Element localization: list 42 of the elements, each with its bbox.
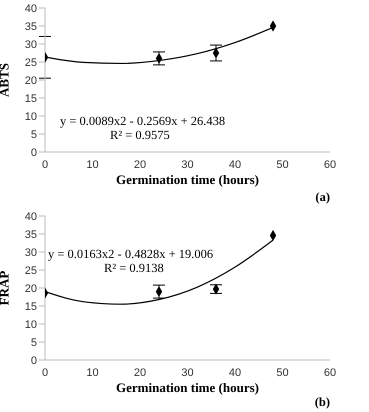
y-tick-label: 5 [30, 336, 37, 349]
y-tick-label: 35 [24, 228, 37, 241]
y-tick-label: 40 [24, 210, 37, 223]
y-tick-label: 15 [24, 92, 37, 105]
y-tick-label: 10 [24, 110, 37, 123]
y-tick-label: 40 [24, 2, 37, 15]
x-tick-label: 50 [276, 366, 289, 379]
y-tick-label: 30 [24, 38, 37, 51]
annotation: y = 0.0089x2 - 0.2569x + 26.438 [60, 114, 226, 129]
x-tick-label: 60 [324, 366, 336, 379]
x-tick-label: 20 [134, 366, 146, 379]
x-tick-label: 40 [228, 158, 242, 171]
y-tick-label: 5 [30, 128, 37, 141]
y-tick-label: 30 [24, 246, 37, 259]
y-tick-label: 25 [24, 56, 37, 69]
text: (a) [315, 190, 330, 205]
y-tick-label: 35 [24, 20, 37, 33]
x-tick-label: 0 [42, 366, 48, 379]
y-axis-title: FRAP [0, 270, 12, 306]
x-tick-label: 20 [134, 158, 146, 171]
y-tick-label: 0 [30, 354, 37, 367]
x-tick-label: 50 [276, 158, 289, 171]
y-tick-label: 20 [24, 282, 37, 295]
x-tick-label: 30 [181, 158, 194, 171]
y-tick-label: 10 [24, 318, 37, 331]
annotation: R² = 0.9138 [104, 261, 164, 276]
annotation: R² = 0.9575 [110, 128, 170, 143]
y-tick-label: 20 [24, 74, 37, 87]
y-tick-label: 15 [24, 300, 37, 313]
x-tick-label: 60 [324, 158, 336, 171]
y-tick-label: 25 [24, 264, 37, 277]
annotation: y = 0.0163x2 - 0.4828x + 19.006 [48, 247, 214, 262]
x-tick-label: 40 [228, 366, 242, 379]
x-tick-label: 10 [86, 158, 99, 171]
y-tick-label: 0 [30, 146, 37, 159]
x-tick-label: 30 [181, 366, 194, 379]
x-axis-title: Germination time (hours) [116, 380, 259, 395]
x-tick-label: 0 [42, 158, 48, 171]
y-axis-title: ABTS [0, 63, 12, 97]
x-tick-label: 10 [86, 366, 99, 379]
x-axis-title: Germination time (hours) [116, 172, 259, 187]
text: (b) [314, 395, 330, 410]
